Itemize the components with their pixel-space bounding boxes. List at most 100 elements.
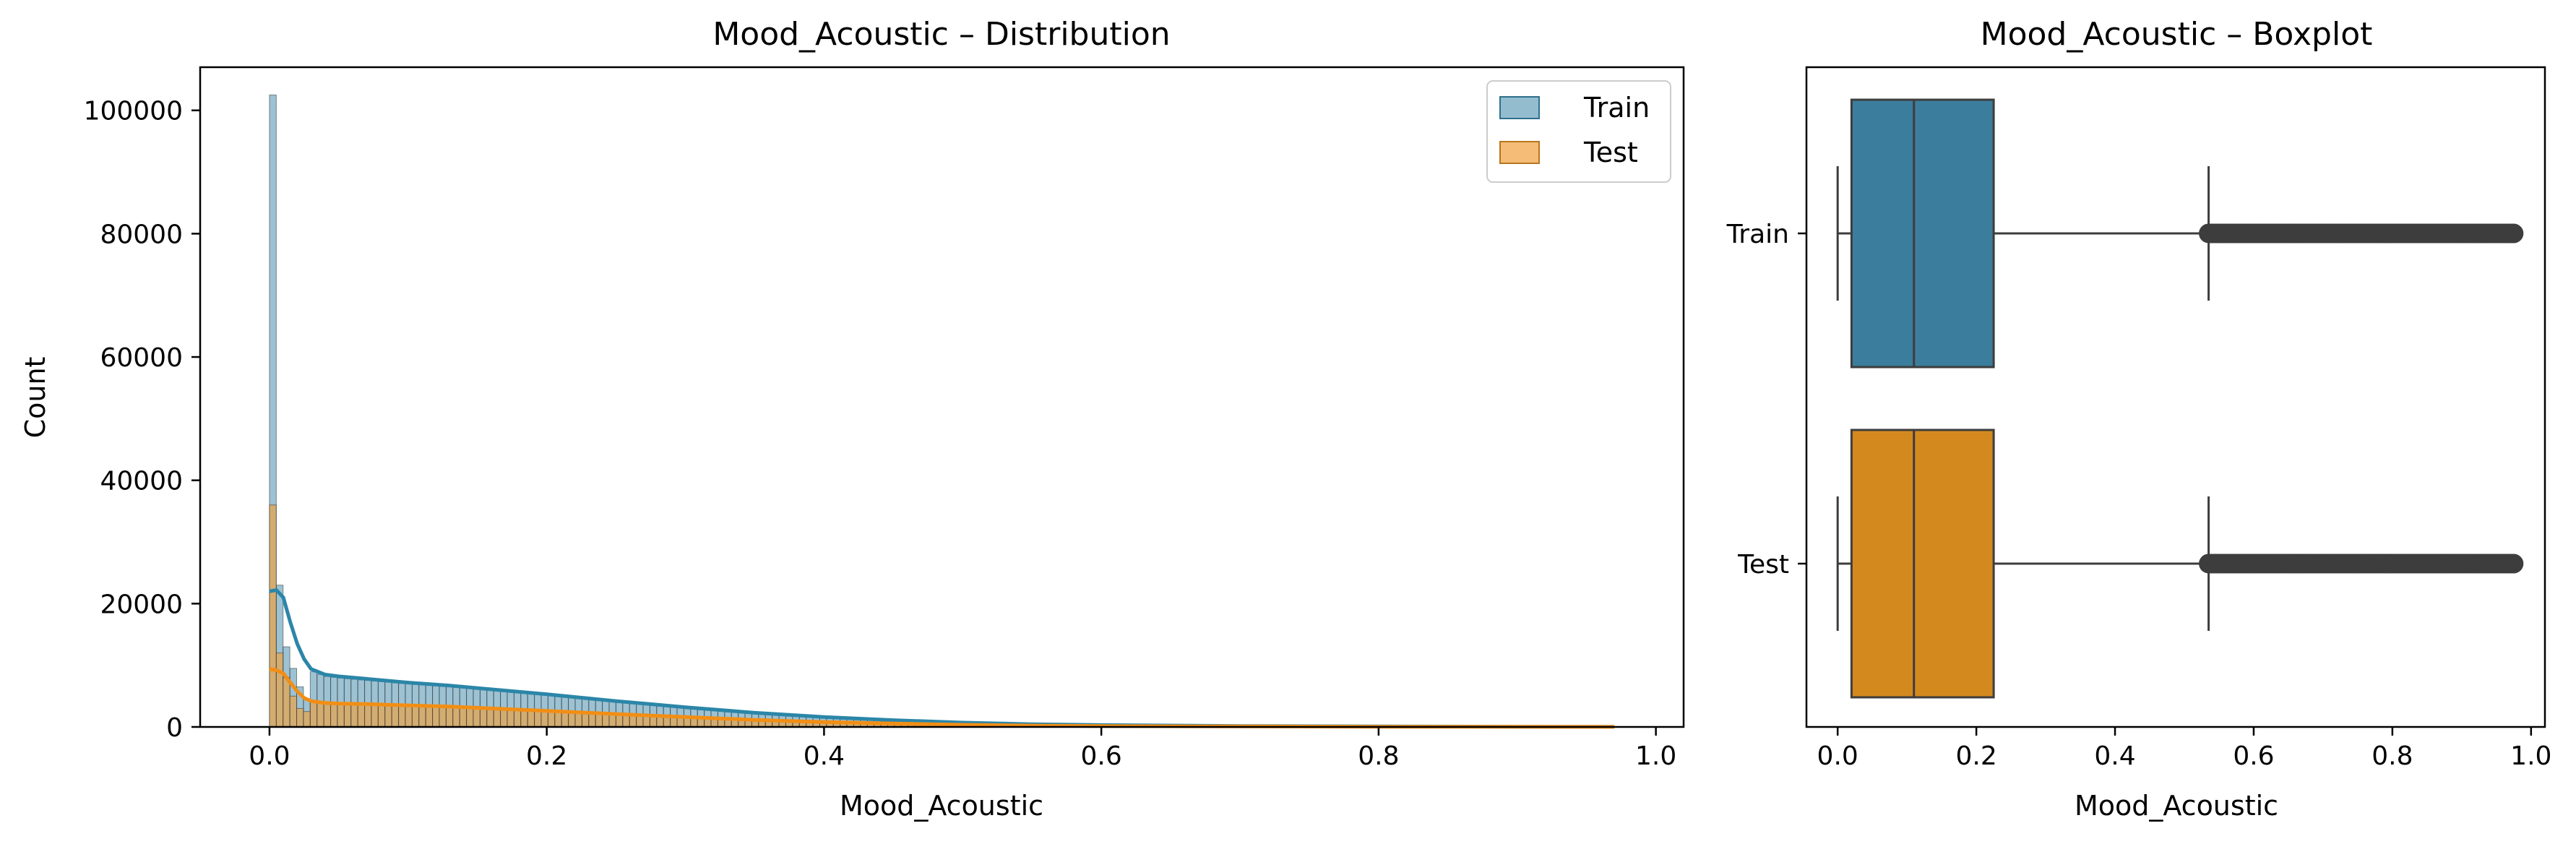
histogram-bar xyxy=(391,705,400,728)
histogram-panel: Mood_Acoustic – Distribution 0.0 0.2 0.4 0.… xyxy=(20,16,1685,822)
histogram-bar xyxy=(561,712,569,728)
histogram-bar xyxy=(323,703,332,728)
kde-line-test xyxy=(269,667,1615,729)
box-iqr xyxy=(1850,98,1995,369)
histogram-bar xyxy=(425,706,434,728)
boxplot-x-ticks: 0.0 0.2 0.4 0.6 0.8 1.0 xyxy=(1817,727,2551,771)
histogram-bar xyxy=(316,702,324,728)
histogram-bar xyxy=(337,704,345,728)
outliers xyxy=(2199,223,2524,244)
y-tick-label: 0 xyxy=(166,713,183,743)
legend-label-test: Test xyxy=(1583,137,1638,168)
x-tick-label: 0.0 xyxy=(249,741,290,771)
histogram-y-ticks: 0 20000 40000 60000 80000 100000 xyxy=(84,97,200,743)
histogram-bar xyxy=(534,710,542,728)
histogram-bar xyxy=(493,709,501,728)
histogram-bar xyxy=(507,709,514,728)
histogram-bar xyxy=(289,695,298,728)
histogram-bar xyxy=(303,711,311,728)
histogram-bar xyxy=(452,707,460,728)
histogram-bar xyxy=(371,705,379,728)
y-tick-label: 20000 xyxy=(100,590,183,619)
histogram-bar xyxy=(479,708,488,728)
x-tick-label: 1.0 xyxy=(1635,741,1676,771)
histogram-bar xyxy=(649,715,658,728)
histogram-bar xyxy=(473,707,481,728)
histogram-bar xyxy=(500,709,508,728)
histogram-frame xyxy=(199,66,1685,728)
histogram-x-label: Mood_Acoustic xyxy=(840,790,1043,822)
boxplot-frame xyxy=(1805,66,2546,728)
histogram-bar xyxy=(540,710,548,728)
histogram-bar xyxy=(384,705,392,728)
x-tick-label: 0.8 xyxy=(1358,741,1399,771)
boxplot-y-ticks: Train Test xyxy=(1726,220,1806,580)
histogram-bar xyxy=(459,707,468,728)
histogram-bar xyxy=(608,713,616,728)
legend-label-train: Train xyxy=(1583,92,1650,124)
histogram-bar xyxy=(602,713,610,728)
boxplot-panel: Mood_Acoustic – Boxplot 0.0 0.2 0.4 0.6 0.8 1… xyxy=(1726,16,2552,822)
histogram-bar xyxy=(343,704,352,728)
histogram-bar xyxy=(445,707,454,728)
x-tick-label: 0.4 xyxy=(804,741,845,771)
histogram-bar xyxy=(296,707,304,728)
x-tick-label: 0.8 xyxy=(2372,741,2413,771)
boxplot-title: Mood_Acoustic – Boxplot xyxy=(1981,16,2373,53)
x-tick-label: 0.6 xyxy=(2233,741,2274,771)
histogram-bar xyxy=(581,712,590,728)
legend-swatch-test xyxy=(1499,141,1540,164)
y-tick-label: Test xyxy=(1737,550,1789,580)
histogram-bar xyxy=(656,715,664,728)
histogram-bar xyxy=(411,705,420,728)
histogram-bar xyxy=(642,715,650,728)
histogram-bar xyxy=(629,715,637,728)
box-train xyxy=(1836,98,2524,369)
histogram-bar xyxy=(283,677,290,728)
histogram-bar xyxy=(513,710,522,728)
histogram-bar xyxy=(527,710,535,728)
histogram-bar xyxy=(350,704,358,728)
histogram-bar xyxy=(439,706,447,728)
outlier-point xyxy=(2504,223,2524,244)
x-tick-label: 0.2 xyxy=(526,741,567,771)
histogram-bar xyxy=(405,705,413,728)
histogram-bar xyxy=(398,705,406,728)
outlier-point xyxy=(2504,554,2524,574)
histogram-bar xyxy=(595,713,603,728)
histogram-bar xyxy=(377,705,386,728)
histogram-bar xyxy=(357,704,366,728)
box-iqr xyxy=(1850,429,1995,699)
histogram-plot-area xyxy=(269,94,1622,729)
boxplot-plot-area xyxy=(1836,98,2524,699)
histogram-legend: Train Test xyxy=(1486,80,1671,183)
histogram-bar xyxy=(330,703,338,728)
x-tick-label: 0.4 xyxy=(2094,741,2135,771)
histogram-bar xyxy=(547,711,556,728)
x-tick-label: 0.2 xyxy=(1955,741,1996,771)
histogram-y-label: Count xyxy=(20,357,51,439)
y-tick-label: 80000 xyxy=(100,220,183,249)
histogram-bar xyxy=(275,653,284,728)
y-tick-label: 60000 xyxy=(100,343,183,373)
histogram-bar xyxy=(309,702,318,728)
histogram-bar xyxy=(622,714,630,728)
histogram-x-ticks: 0.0 0.2 0.4 0.6 0.8 1.0 xyxy=(249,727,1676,771)
histogram-bar xyxy=(574,712,582,728)
histogram-bar xyxy=(636,715,644,728)
x-tick-label: 0.0 xyxy=(1817,741,1858,771)
box-test xyxy=(1836,429,2524,699)
histogram-bar xyxy=(418,706,426,728)
histogram-bar xyxy=(615,714,624,728)
histogram-bar xyxy=(520,710,528,728)
y-tick-label: Train xyxy=(1726,220,1789,249)
histogram-bars-train xyxy=(269,94,1622,728)
y-tick-label: 100000 xyxy=(84,97,183,126)
boxplot-x-label: Mood_Acoustic xyxy=(2075,790,2278,822)
histogram-bar xyxy=(364,704,372,728)
y-tick-label: 40000 xyxy=(100,467,183,496)
histogram-bar xyxy=(568,712,576,728)
outliers xyxy=(2199,554,2524,574)
x-tick-label: 1.0 xyxy=(2510,741,2551,771)
